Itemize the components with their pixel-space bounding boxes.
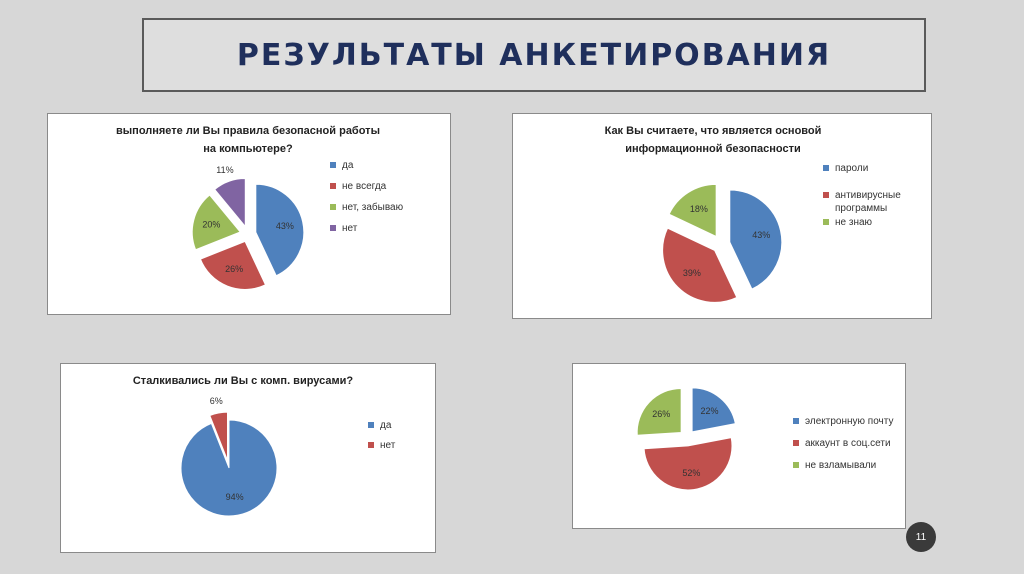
data-label: 20% (202, 220, 220, 230)
legend-swatch (330, 204, 336, 210)
pie-slice-2 (191, 194, 242, 251)
pie-slice-2 (636, 388, 682, 436)
pie-slice-1 (209, 411, 229, 461)
legend-label: да (342, 160, 354, 171)
data-label: 43% (276, 221, 294, 231)
legend-label: антивирусные (835, 190, 901, 201)
pie-slice-0 (729, 189, 783, 290)
legend-swatch (823, 165, 829, 171)
page-number-badge: 11 (906, 522, 936, 552)
chart-panel-safety-rules: выполняете ли Вы правила безопасной рабо… (47, 113, 451, 315)
pie-slice-0 (180, 419, 278, 517)
pie-slice-0 (691, 387, 736, 433)
legend-swatch (330, 183, 336, 189)
pie-slice-1 (199, 240, 267, 290)
chart-title-line: выполняете ли Вы правила безопасной рабо… (116, 125, 380, 137)
legend-swatch (793, 440, 799, 446)
legend-label: пароли (835, 163, 868, 174)
chart-title-line: на компьютере? (203, 143, 293, 155)
pie-chart-security-basis: Как Вы считаете, что является основой инф… (605, 125, 901, 303)
pie-slice-1 (643, 437, 733, 491)
data-label: 26% (652, 409, 670, 419)
chart-title-line: Сталкивались ли Вы с комп. вирусами? (133, 375, 354, 387)
pie-chart-safety-rules: выполняете ли Вы правила безопасной рабо… (116, 125, 404, 290)
legend-label: нет (380, 440, 396, 451)
legend-label: нет, забываю (342, 201, 404, 213)
legend-swatch (330, 225, 336, 231)
data-label: 22% (700, 406, 718, 416)
legend-label: аккаунт в соц.сети (805, 438, 891, 449)
slide-title: РЕЗУЛЬТАТЫ АНКЕТИРОВАНИЯ (236, 37, 832, 73)
slide-title-box: РЕЗУЛЬТАТЫ АНКЕТИРОВАНИЯ (142, 18, 926, 92)
pie-slice-3 (213, 177, 246, 228)
pie-chart-hacked-accounts: 22% 52% 26% электронную почту аккаунт в соц.… (636, 387, 893, 491)
legend-label: программы (835, 203, 887, 214)
chart-panel-hacked-accounts: 22% 52% 26% электронную почту аккаунт в соц.… (572, 363, 906, 529)
chart-title-line: Как Вы считаете, что является основой (605, 125, 822, 137)
data-label: 43% (752, 230, 770, 240)
data-label: 26% (225, 264, 243, 274)
data-label: 39% (683, 268, 701, 278)
data-label: 6% (210, 396, 223, 406)
pie-slice-0 (255, 183, 305, 277)
legend-swatch (823, 192, 829, 198)
legend-label: не взламывали (805, 460, 876, 471)
legend-swatch (793, 418, 799, 424)
data-label: 18% (690, 204, 708, 214)
chart-panel-security-basis: Как Вы считаете, что является основой инф… (512, 113, 932, 319)
data-label: 94% (226, 492, 244, 502)
legend-label: да (380, 420, 392, 431)
legend-swatch (330, 162, 336, 168)
pie-slice-2 (668, 183, 717, 238)
data-label: 11% (216, 165, 233, 175)
chart-title-line: информационной безопасности (625, 143, 801, 155)
data-label: 52% (682, 468, 700, 478)
legend-swatch (793, 462, 799, 468)
legend-label: не знаю (835, 217, 873, 228)
legend-label: электронную почту (805, 416, 893, 427)
legend-label: не всегда (342, 181, 387, 192)
pie-chart-viruses: Сталкивались ли Вы с комп. вирусами? 94% 6… (133, 375, 396, 517)
legend-swatch (368, 422, 374, 428)
legend-swatch (368, 442, 374, 448)
legend-swatch (823, 219, 829, 225)
pie-slice-1 (662, 227, 738, 303)
legend-label: нет (342, 223, 358, 234)
chart-panel-viruses: Сталкивались ли Вы с комп. вирусами? 94% 6… (60, 363, 436, 553)
